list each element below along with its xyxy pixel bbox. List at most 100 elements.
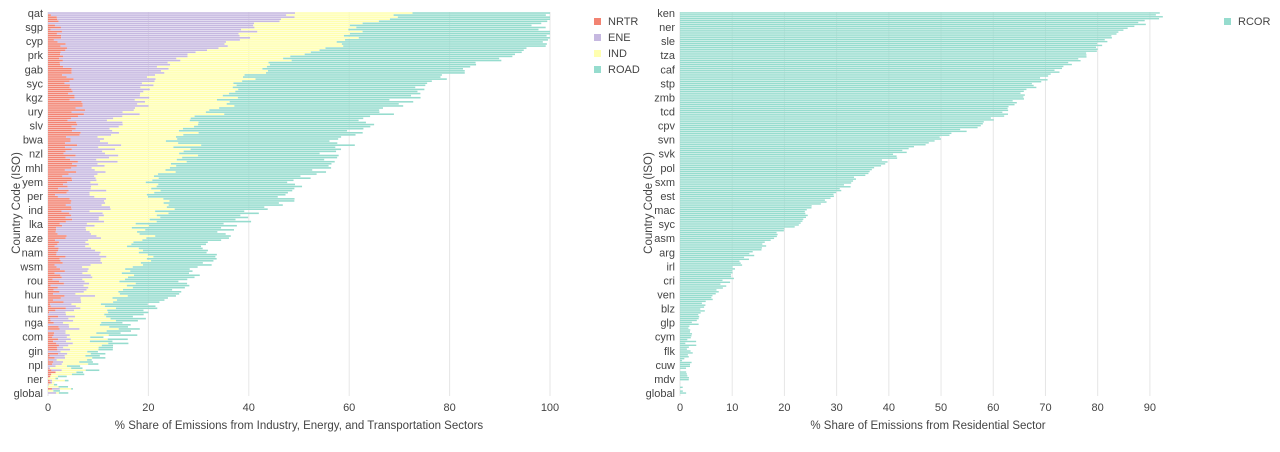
bar-ene (59, 241, 86, 243)
bar-ene (63, 56, 187, 58)
bar-rcor (680, 335, 691, 336)
bar-nrtr (48, 349, 57, 351)
bar-rcor (680, 373, 687, 374)
bar-ind (92, 167, 170, 169)
bar-rcor (680, 43, 1097, 44)
bar-road (119, 281, 178, 283)
bar-rcor (680, 217, 806, 218)
bar-rcor (680, 47, 1096, 48)
bar-nrtr (48, 374, 51, 376)
bar-ene (72, 111, 123, 113)
bar-rcor (680, 50, 1097, 51)
bar-rcor (680, 199, 825, 200)
bar-rcor (680, 203, 821, 204)
bar-ind (239, 33, 350, 35)
bar-road (90, 336, 103, 338)
y-axis-title: Country Code (ISO) (11, 152, 23, 254)
bar-road (191, 149, 341, 151)
bar-ind (149, 97, 238, 99)
y-tick-label: cpv (658, 121, 676, 133)
bar-rcor (680, 364, 690, 365)
bar-road (140, 233, 226, 235)
bar-road (149, 225, 237, 227)
bar-nrtr (48, 198, 70, 200)
bar-ind (50, 367, 71, 369)
bar-ene (51, 305, 76, 307)
bar-nrtr (48, 219, 72, 221)
bar-ene (58, 233, 91, 235)
bar-rcor (680, 371, 686, 372)
legend-label-nrtr: NRTR (608, 16, 638, 28)
bar-ind (69, 324, 100, 326)
bar-road (350, 25, 532, 27)
bar-nrtr (48, 128, 76, 130)
bar-rcor (680, 52, 1086, 53)
bar-rcor (680, 136, 940, 137)
bar-ind (188, 56, 291, 58)
bar-road (141, 262, 203, 264)
bar-rcor (680, 306, 704, 307)
bar-ind (88, 239, 142, 241)
bar-road (160, 217, 248, 219)
bar-ene (56, 227, 86, 229)
bar-ene (53, 293, 75, 295)
bar-road (238, 89, 424, 91)
bar-nrtr (48, 18, 57, 20)
legend-swatch-rcor (1224, 18, 1231, 25)
bar-rcor (680, 295, 712, 296)
bar-ind (86, 227, 132, 229)
bar-ene (83, 103, 138, 105)
bar-ene (61, 260, 101, 262)
bar-rcor (680, 327, 688, 328)
bar-ene (52, 363, 62, 365)
bar-ene (64, 283, 89, 285)
bar-rcor (680, 56, 1087, 57)
bar-ene (68, 120, 107, 122)
bar-road (119, 328, 140, 330)
bar-ene (65, 169, 95, 171)
bar-road (113, 297, 168, 299)
bar-nrtr (48, 376, 50, 378)
bar-nrtr (48, 39, 54, 41)
bar-road (71, 367, 82, 369)
bar-road (182, 157, 337, 159)
bar-ene (48, 314, 66, 316)
bar-road (245, 74, 442, 76)
bar-ind (66, 332, 97, 334)
bar-ene (69, 190, 107, 192)
bar-road (198, 155, 339, 157)
bar-ind (147, 76, 243, 78)
bar-ene (61, 297, 81, 299)
bar-ind (63, 361, 79, 363)
x-tick-label: 20 (142, 402, 154, 414)
bar-road (177, 159, 324, 161)
bar-rcor (680, 123, 983, 124)
bar-ind (67, 336, 90, 338)
bar-rcor (680, 249, 761, 250)
y-tick-label: blz (661, 304, 675, 316)
bar-nrtr (48, 58, 59, 60)
bar-road (224, 113, 394, 115)
bar-rcor (680, 354, 688, 355)
bar-road (108, 312, 148, 314)
bar-ind (63, 322, 101, 324)
bar-ind (109, 157, 182, 159)
legend-swatch-nrtr (594, 18, 601, 25)
bar-ind (48, 386, 59, 388)
bar-nrtr (48, 177, 72, 179)
bar-ind (91, 264, 143, 266)
x-tick-label: 10 (726, 402, 738, 414)
bar-ind (85, 246, 127, 248)
bar-ind (105, 202, 163, 204)
bar-rcor (680, 173, 868, 174)
bar-nrtr (48, 91, 73, 93)
bar-road (133, 266, 198, 268)
bar-nrtr (48, 29, 51, 31)
bar-rcor (680, 104, 1015, 105)
bar-ene (56, 231, 90, 233)
bar-road (187, 161, 335, 163)
bar-road (230, 101, 414, 103)
y-tick-label: syc (27, 78, 44, 90)
bar-rcor (680, 198, 831, 199)
bar-nrtr (48, 341, 53, 343)
